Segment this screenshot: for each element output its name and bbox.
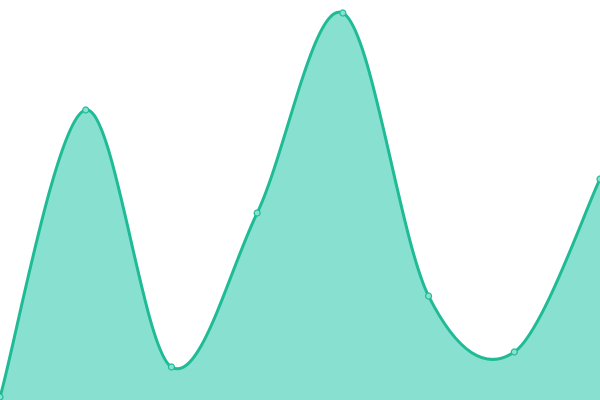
data-point-0 — [0, 393, 4, 400]
data-points — [0, 9, 600, 400]
data-point-5 — [424, 292, 433, 300]
data-point-2 — [167, 363, 176, 371]
data-point-1 — [82, 106, 90, 114]
area-fill — [0, 12, 600, 400]
data-point-7 — [596, 175, 600, 183]
data-point-3 — [253, 209, 261, 217]
data-point-6 — [510, 348, 518, 356]
data-point-4 — [339, 9, 347, 17]
